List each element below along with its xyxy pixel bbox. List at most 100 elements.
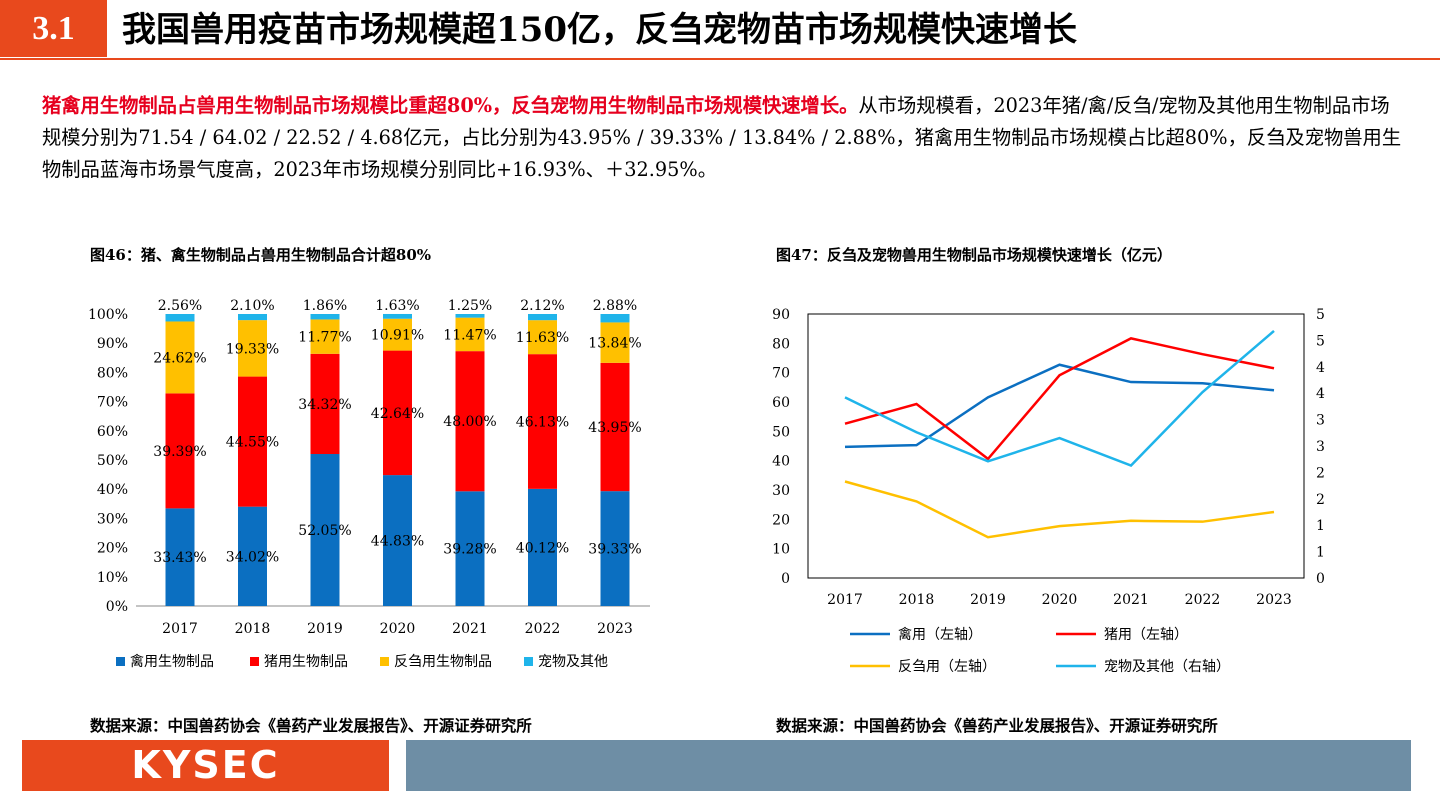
x-tick-label: 2023 [1256,592,1292,608]
y-left-tick-label: 20 [772,512,790,528]
summary-body: 从市场规模看，2023年猪/禽/反刍/宠物及其他用生物制品市场规模分别为71.5… [42,94,1402,181]
bar-segment [455,351,485,492]
data-label: 44.55% [226,435,279,451]
y-left-tick-label: 60 [772,395,790,411]
y-tick-label: 100% [88,307,128,323]
stacked-bar-chart: 0% 10% 20% 30% 40% 50% 60% 70% 80% 90% 100% 33.43% 3… [88,298,650,670]
legend-label: 禽用生物制品 [130,653,214,670]
data-label: 11.77% [298,330,351,346]
bar-segment [383,350,412,476]
bar-segment [600,322,630,363]
y-left-tick-label: 10 [772,542,790,558]
bar-segment [310,454,340,606]
y-tick-label: 0% [106,599,128,615]
data-label: 42.64% [371,406,424,422]
data-label: 39.33% [588,542,641,558]
data-label: 19.33% [226,341,279,357]
data-label: 10.91% [371,328,424,344]
series-line [844,337,1275,461]
y-tick-label: 70% [97,395,128,411]
data-label: 48.00% [443,414,496,430]
x-tick-label: 2022 [1185,592,1221,608]
footer-bar [406,740,1411,791]
x-tick-label: 2023 [597,621,633,637]
bar-segment [238,506,267,606]
x-tick-label: 2018 [899,592,935,608]
y-right-tick-label: 2 [1316,492,1325,508]
y-left-tick-label: 30 [772,483,790,499]
y-left-tick-label: 70 [772,366,790,382]
bar-segment [600,362,630,492]
summary-paragraph: 猪禽用生物制品占兽用生物制品市场规模比重超80%，反刍宠物用生物制品市场规模快速… [42,90,1402,186]
y-tick-label: 20% [97,541,128,557]
y-tick-label: 40% [97,482,128,498]
legend-label: 猪用（左轴） [1104,627,1188,643]
legend-label: 禽用（左轴） [898,626,982,643]
line-chart: 0 10 20 30 40 50 60 70 80 90 0 1 1 2 2 3 3 4 4 5 5 2017 2018 20… [772,307,1325,675]
bar-segment [383,318,412,351]
x-tick-label: 2020 [380,621,416,637]
kysec-logo: KYSEC [131,743,280,787]
data-label: 34.02% [226,549,279,565]
x-tick-label: 2018 [235,621,271,637]
y-right-tick-label: 1 [1316,545,1325,561]
x-tick-label: 2021 [452,621,488,637]
bar-segment [600,491,630,606]
data-label: 2.88% [593,298,637,314]
x-tick-label: 2022 [525,621,561,637]
data-label: 13.84% [588,336,641,352]
fig47-source: 数据来源：中国兽药协会《兽药产业发展报告》、开源证券研究所 [776,716,1218,735]
legend-label: 反刍用生物制品 [394,654,492,670]
series-line [844,480,1275,539]
y-right-tick-label: 5 [1316,333,1325,349]
data-label: 34.32% [298,397,351,413]
data-label: 1.86% [303,298,347,314]
data-label: 1.63% [375,298,419,314]
legend-swatch [380,657,389,666]
y-tick-label: 30% [97,511,128,527]
bar-segment [310,353,340,455]
bar-segment [310,319,340,354]
data-label: 2.12% [520,298,564,314]
data-label: 24.62% [153,350,206,366]
data-label: 11.63% [516,330,569,346]
title-bar: 3.1 我国兽用疫苗市场规模超150亿，反刍宠物苗市场规模快速增长 [0,0,1440,62]
x-tick-label: 2017 [827,592,863,608]
y-left-tick-label: 40 [772,454,790,470]
y-tick-label: 50% [97,453,128,469]
y-tick-label: 10% [97,570,128,586]
bar-segment [528,354,557,489]
bar-segment [528,314,557,321]
bar-segment [455,314,485,318]
bar-segment [310,314,340,320]
fig47-title: 图47：反刍及宠物兽用生物制品市场规模快速增长（亿元） [776,246,1172,264]
bar-segment [383,475,412,606]
bar-segment [238,376,267,507]
bar-segment [528,488,557,606]
bar-segment [455,317,485,352]
title-divider [0,58,1440,60]
data-label: 33.43% [153,550,206,566]
legend-label: 猪用生物制品 [264,654,348,670]
bar-segment [165,314,195,322]
y-right-tick-label: 4 [1316,360,1325,376]
data-label: 2.10% [230,298,274,314]
x-tick-label: 2019 [307,621,343,637]
bar-segment [383,313,412,319]
plot-frame [807,313,1305,579]
page-title: 我国兽用疫苗市场规模超150亿，反刍宠物苗市场规模快速增长 [122,10,1077,50]
data-label: 1.25% [448,298,492,314]
y-right-tick-label: 2 [1316,465,1325,481]
y-tick-label: 90% [97,336,128,352]
legend-swatch [116,657,125,666]
data-label: 11.47% [443,327,496,343]
legend-label: 宠物及其他 [538,654,608,670]
legend-label: 反刍用（左轴） [898,659,996,675]
data-label: 39.39% [153,444,206,460]
bar-segment [600,314,630,323]
y-right-tick-label: 0 [1316,571,1325,587]
series-line [844,329,1275,467]
fig46-source: 数据来源：中国兽药协会《兽药产业发展报告》、开源证券研究所 [90,716,532,735]
fig46-title: 图46：猪、禽生物制品占兽用生物制品合计超80% [90,246,432,264]
bar-segment [165,393,195,509]
